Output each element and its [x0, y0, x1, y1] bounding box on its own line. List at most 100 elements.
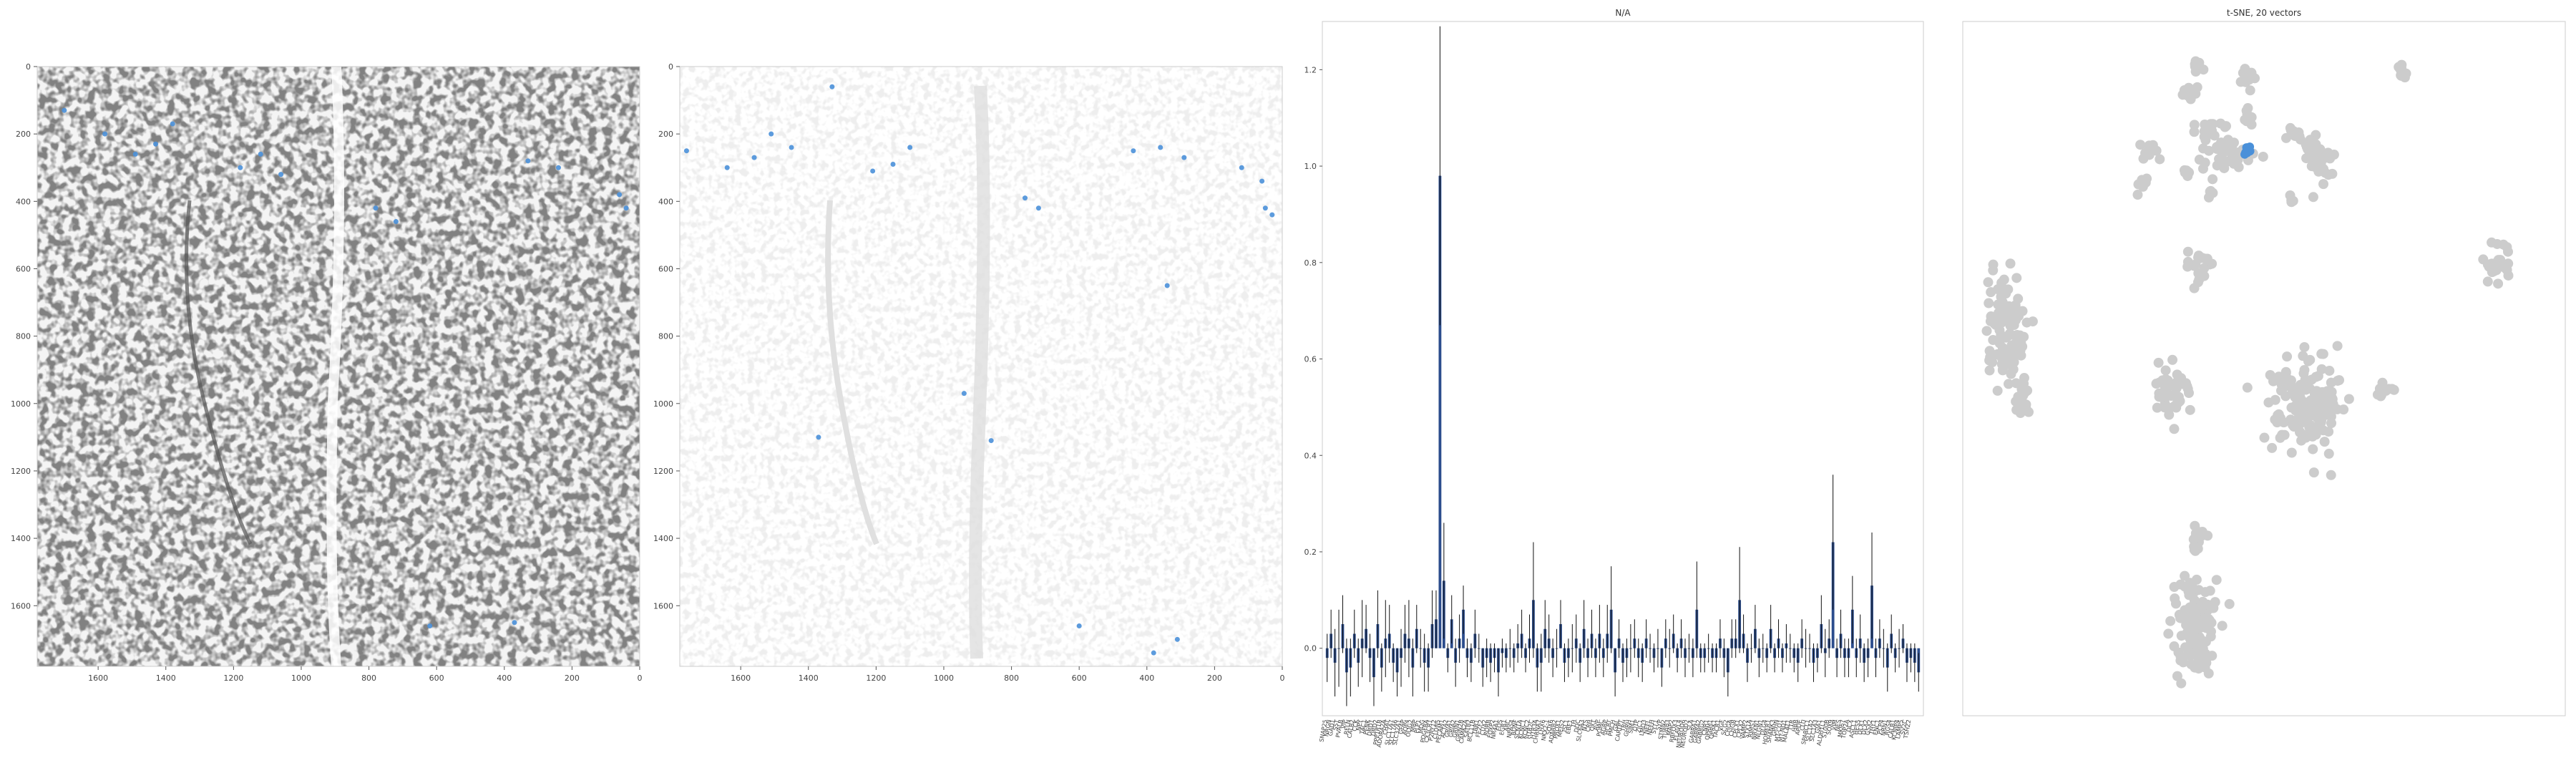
tsne-point	[2259, 432, 2270, 443]
tsne-point	[2280, 132, 2291, 143]
tsne-point	[2235, 77, 2246, 87]
tsne-point	[2319, 407, 2330, 418]
tsne-point	[2396, 70, 2406, 81]
tsne-point	[2200, 636, 2211, 647]
tissue-highlighted-cell	[278, 172, 284, 178]
bar-category-label: GJA1	[1814, 719, 1823, 734]
bar-category-label: CPLX2	[1735, 719, 1745, 739]
tissue-y-tick-label: 200	[16, 130, 31, 139]
tsne-point	[2160, 390, 2170, 401]
mask-highlighted-cell	[1131, 148, 1136, 154]
tsne-point	[2223, 135, 2233, 145]
mask-highlighted-cell	[789, 145, 794, 150]
tsne-point	[2482, 276, 2493, 287]
bar-category-label: CHGA	[1724, 719, 1733, 736]
tsne-point	[2018, 390, 2029, 401]
tsne-point	[2493, 278, 2504, 289]
tsne-point	[2303, 356, 2313, 366]
panel-tsne-scatter: t-SNE, 20 vectors	[1962, 8, 2566, 716]
bar-category-label: DCX	[1845, 719, 1854, 732]
tsne-point	[2155, 154, 2165, 165]
tissue-highlighted-cell	[427, 623, 433, 629]
bar-category-label: MOG	[1417, 719, 1425, 734]
tissue-highlighted-cell	[617, 192, 623, 198]
tsne-point	[2165, 616, 2176, 626]
tsne-point	[2006, 316, 2017, 327]
tissue-x-tick-label: 0	[638, 674, 643, 683]
tsne-point	[2205, 626, 2216, 637]
mask-x-tick-label: 1600	[731, 674, 751, 683]
mask-highlighted-cells	[683, 84, 1275, 656]
bar-category-label: FEZF2	[1475, 719, 1484, 738]
tsne-point	[2133, 179, 2144, 190]
tsne-point	[2006, 369, 2016, 379]
tsne-point-highlighted	[2242, 143, 2251, 152]
tsne-point	[2242, 382, 2253, 393]
tsne-point	[2190, 633, 2201, 643]
mask-highlighted-cell	[870, 168, 876, 174]
tsne-point	[1984, 298, 1994, 308]
tsne-point	[1984, 346, 1995, 356]
bar-category-label: PLP1	[1413, 719, 1422, 734]
tsne-point	[2258, 151, 2268, 162]
bar-category-label: AGRP	[1600, 719, 1609, 736]
tsne-point	[2207, 603, 2218, 613]
tissue-x-tick-label: 1200	[223, 674, 243, 683]
mask-highlighted-cell	[1174, 636, 1180, 642]
tsne-point	[2318, 179, 2329, 190]
tsne-point	[2205, 617, 2215, 628]
tissue-highlighted-cell	[132, 151, 138, 157]
tissue-y-tick-label: 600	[16, 264, 31, 273]
tissue-highlighted-cell	[153, 141, 159, 147]
bar-category-label: SYT1	[1651, 719, 1659, 734]
tsne-point	[2190, 545, 2201, 556]
bar-category-label: RELN	[1343, 719, 1352, 735]
bar-category-label: ACTA2	[1440, 719, 1449, 739]
bar-category-label: NES	[1834, 719, 1843, 731]
tissue-x-tick-label: 800	[361, 674, 376, 683]
mask-highlighted-cell	[890, 162, 896, 167]
mask-highlighted-cell	[816, 434, 821, 440]
bar-chart-y-tick-label: 0.4	[1304, 451, 1317, 460]
bar-category-label: EBF1	[1565, 719, 1574, 734]
tissue-highlighted-cell	[555, 165, 561, 170]
tissue-highlighted-cell	[102, 131, 108, 137]
tsne-point	[2372, 389, 2383, 400]
tissue-vessel	[185, 200, 253, 545]
tsne-point	[2282, 351, 2293, 362]
bar-chart-y-tick-label: 0.2	[1304, 548, 1317, 557]
mask-highlighted-cell	[1076, 623, 1082, 629]
tsne-point	[2311, 371, 2321, 382]
bar-category-label: RORB	[1483, 719, 1492, 736]
tsne-point	[2189, 127, 2200, 137]
tsne-point	[2191, 574, 2202, 585]
tsne-point	[2318, 425, 2328, 436]
bar-category-label: HES5	[1853, 719, 1862, 735]
tsne-point	[2503, 270, 2514, 281]
mask-highlighted-cell	[1035, 205, 1041, 211]
bar-category-label: SIM1	[1627, 719, 1636, 734]
mask-highlighted-cell	[724, 165, 730, 170]
tsne-point	[1981, 326, 1992, 336]
bar-chart-title: N/A	[1615, 8, 1631, 18]
tsne-point	[2192, 641, 2203, 651]
tsne-point	[2308, 192, 2318, 203]
tsne-point	[2175, 651, 2186, 662]
mask-highlighted-cell	[1158, 145, 1163, 150]
tsne-point	[2332, 341, 2343, 351]
tsne-point	[2323, 448, 2334, 459]
tissue-highlighted-cell	[373, 205, 379, 211]
tsne-point	[2189, 261, 2200, 271]
mask-x-tick-label: 1000	[934, 674, 954, 683]
mask-highlighted-cell	[1269, 212, 1275, 218]
bar-category-label: GSX2	[1864, 719, 1873, 736]
tissue-y-tick-label: 400	[16, 197, 31, 206]
tsne-point	[2275, 385, 2286, 396]
mask-midline	[969, 85, 990, 659]
bar-chart-y-axis: 0.0 0.2 0.4 0.6 0.8 1.0 1.2	[1304, 65, 1322, 653]
mask-x-tick-label: 0	[1280, 674, 1285, 683]
tsne-point	[2244, 74, 2255, 85]
bar-category-label: SOX6	[1546, 719, 1555, 736]
tsne-point	[2279, 429, 2290, 440]
